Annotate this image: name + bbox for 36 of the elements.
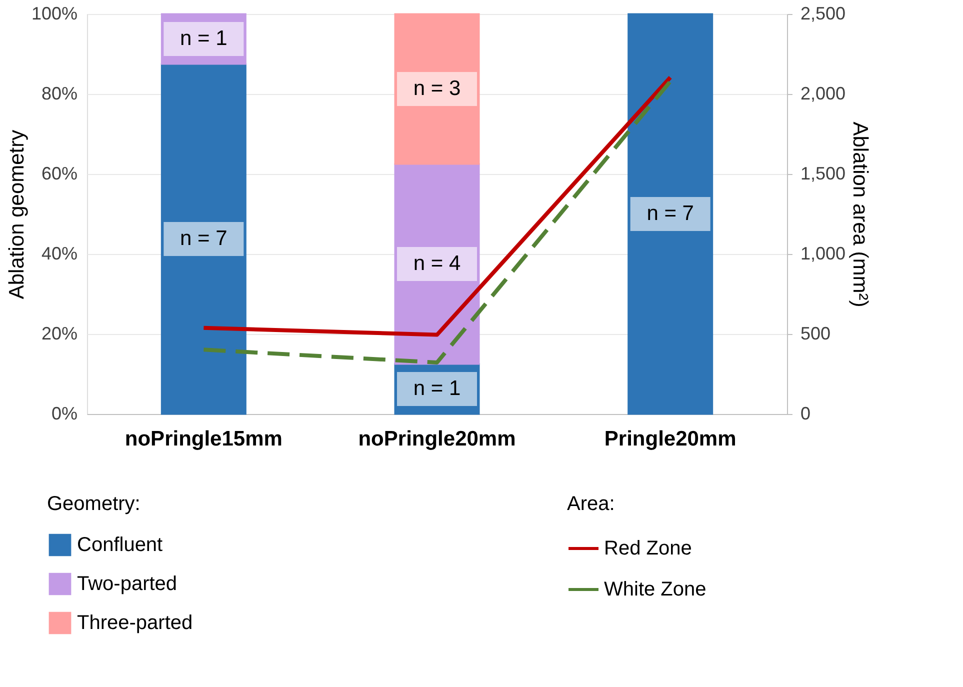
y2-axis-title: Ablation area (mm²) [848, 122, 872, 308]
legend-label: Confluent [77, 534, 164, 556]
annotation: n = 7 [180, 227, 228, 250]
annotation: n = 1 [413, 377, 461, 400]
bar [628, 13, 714, 415]
bar [160, 13, 246, 65]
y-tick-label: 80% [41, 84, 78, 104]
y-tick-label: 60% [41, 164, 78, 184]
y-tick-label: 100% [31, 4, 78, 24]
annotation: n = 3 [413, 77, 461, 100]
bar [394, 363, 480, 415]
y-axis-title: Ablation geometry [5, 129, 28, 300]
y2-tick-label: 0 [800, 404, 811, 424]
text: Area: [567, 493, 615, 515]
legend-label: Two-parted [77, 573, 178, 595]
y-tick-label: 40% [41, 244, 78, 264]
bar [394, 163, 480, 365]
bar [160, 63, 246, 415]
legend-label: Three-parted [77, 612, 193, 634]
legend-label: Red Zone [604, 538, 692, 560]
y2-tick-label: 1,000 [800, 244, 846, 264]
annotation: n = 4 [413, 252, 461, 275]
annotation: n = 7 [646, 202, 694, 225]
y-tick-label: 20% [41, 324, 78, 344]
x-tick-label: noPringle20mm [358, 428, 516, 450]
y2-tick-label: 500 [800, 324, 831, 344]
y2-tick-label: 1,500 [800, 164, 846, 184]
legend-title: Geometry: [47, 493, 140, 515]
annotation: n = 1 [180, 27, 228, 50]
x-tick-label: Pringle20mm [604, 428, 736, 450]
legend-label: White Zone [604, 578, 706, 600]
y2-tick-label: 2,500 [800, 4, 846, 24]
y-tick-label: 0% [51, 404, 78, 424]
y2-tick-label: 2,000 [800, 84, 846, 104]
bar [394, 13, 480, 165]
x-tick-label: noPringle15mm [124, 428, 282, 450]
